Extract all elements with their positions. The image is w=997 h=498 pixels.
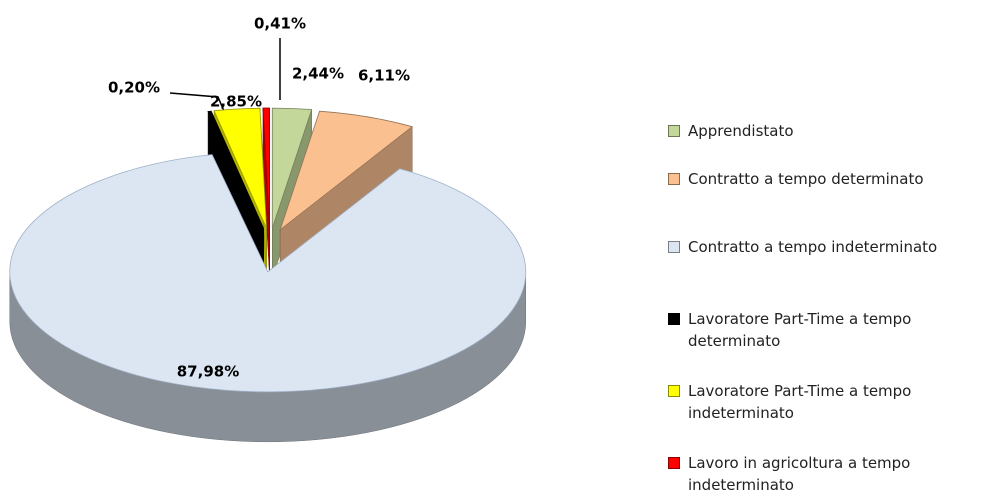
legend-label: Lavoratore Part-Time a tempo determinato: [688, 310, 912, 350]
legend-label: Contratto a tempo determinato: [688, 170, 924, 188]
legend-label: Contratto a tempo indeterminato: [688, 238, 938, 256]
data-label: 2,44%: [292, 65, 344, 83]
legend-item: Apprendistato: [668, 120, 978, 142]
data-label: 87,98%: [177, 363, 239, 381]
legend-label: Lavoratore Part-Time a tempo indetermina…: [688, 382, 912, 422]
data-label: 2,85%: [210, 93, 262, 111]
slice: [207, 110, 265, 229]
legend-item: Lavoratore Part-Time a tempo determinato: [668, 308, 978, 352]
slice: [271, 107, 313, 229]
data-label: 0,41%: [254, 15, 306, 33]
legend-swatch: [668, 313, 680, 325]
legend-item: Contratto a tempo determinato: [668, 168, 978, 190]
legend-label: Lavoro in agricoltura a tempo indetermin…: [688, 454, 911, 494]
legend-label: Apprendistato: [688, 122, 794, 140]
data-label: 0,20%: [108, 79, 160, 97]
legend-swatch: [668, 385, 680, 397]
legend-item: Lavoro in agricoltura a tempo indetermin…: [668, 452, 978, 496]
legend-swatch: [668, 173, 680, 185]
slice: [262, 107, 271, 229]
slice: [9, 154, 527, 393]
legend-swatch: [668, 457, 680, 469]
data-label: 6,11%: [358, 67, 410, 85]
legend-swatch: [668, 241, 680, 253]
legend-swatch: [668, 125, 680, 137]
slice: [279, 110, 414, 231]
legend-item: Lavoratore Part-Time a tempo indetermina…: [668, 380, 978, 424]
slice: [213, 107, 267, 229]
legend-item: Contratto a tempo indeterminato: [668, 236, 978, 258]
